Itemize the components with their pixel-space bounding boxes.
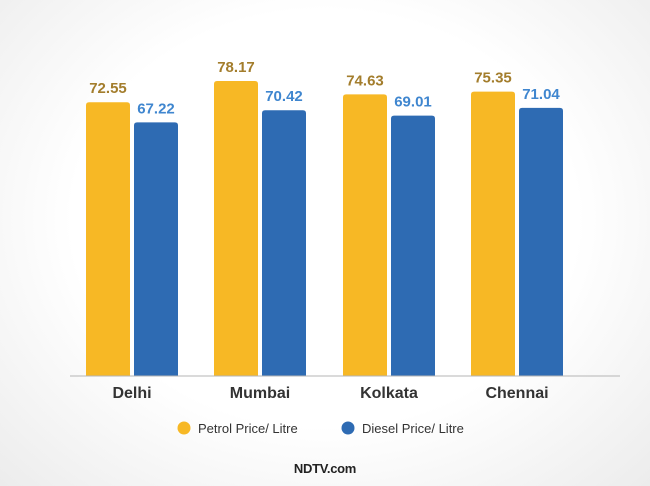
value-label-petrol-delhi: 72.55 <box>89 80 127 97</box>
legend-swatch-diesel <box>341 421 355 435</box>
category-label-delhi: Delhi <box>112 385 151 402</box>
value-label-diesel-chennai: 71.04 <box>522 86 560 103</box>
legend-label-petrol: Petrol Price/ Litre <box>198 421 298 436</box>
category-label-mumbai: Mumbai <box>230 385 290 402</box>
bar-diesel-delhi <box>134 122 178 376</box>
legend: Petrol Price/ Litre Diesel Price/ Litre <box>177 421 464 436</box>
value-label-petrol-chennai: 75.35 <box>474 70 512 87</box>
value-labels-layer: 72.55 67.22 78.17 70.42 74.63 69.01 75.35 71.04 <box>89 59 560 117</box>
value-label-petrol-mumbai: 78.17 <box>217 59 255 76</box>
category-label-chennai: Chennai <box>485 385 548 402</box>
value-label-diesel-mumbai: 70.42 <box>265 88 303 105</box>
bar-petrol-mumbai <box>214 81 258 376</box>
value-label-diesel-delhi: 67.22 <box>137 100 175 117</box>
value-label-petrol-kolkata: 74.63 <box>346 72 384 89</box>
value-label-diesel-kolkata: 69.01 <box>394 94 432 111</box>
bars-layer <box>86 81 563 377</box>
bar-petrol-kolkata <box>343 94 387 376</box>
category-labels-layer: Delhi Mumbai Kolkata Chennai <box>112 385 548 402</box>
category-label-kolkata: Kolkata <box>360 385 418 402</box>
legend-swatch-petrol <box>177 421 191 435</box>
bar-petrol-delhi <box>86 102 130 377</box>
bar-diesel-mumbai <box>262 110 306 376</box>
bar-diesel-kolkata <box>391 115 435 377</box>
legend-label-diesel: Diesel Price/ Litre <box>362 421 464 436</box>
bar-petrol-chennai <box>471 91 515 377</box>
ndtv-watermark: NDTV.com <box>293 461 357 476</box>
bar-diesel-chennai <box>519 107 563 376</box>
